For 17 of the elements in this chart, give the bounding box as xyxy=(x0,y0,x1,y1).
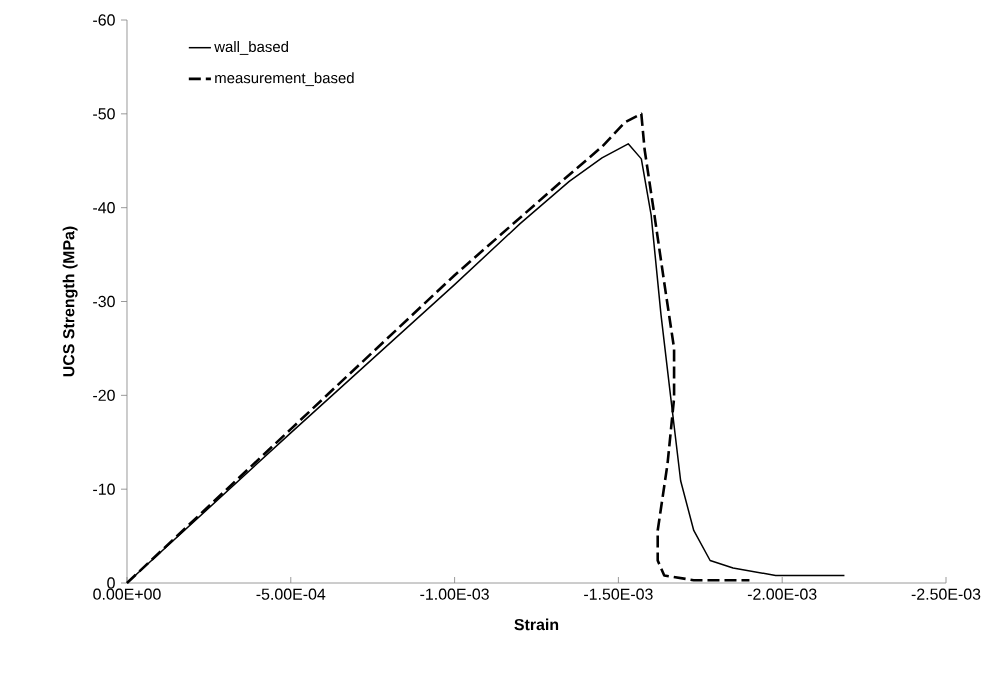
y-tick-label: -20 xyxy=(93,389,115,401)
y-tick-label: -50 xyxy=(93,108,115,120)
y-tick-label: -60 xyxy=(93,14,115,26)
x-axis-title: Strain xyxy=(514,618,559,631)
y-tick-label: -30 xyxy=(93,295,115,308)
x-tick-label: 0.00E+00 xyxy=(93,588,161,600)
x-tick-label: -5.00E-04 xyxy=(256,588,326,600)
legend-label: wall_based xyxy=(214,41,288,55)
x-tick-label: -1.00E-03 xyxy=(420,588,489,600)
y-tick-label: 0 xyxy=(107,577,115,589)
legend-label: measurement_based xyxy=(215,72,354,87)
y-tick-label: -40 xyxy=(93,202,115,214)
x-tick-label: -2.00E-03 xyxy=(747,588,817,600)
x-tick-label: -1.50E-03 xyxy=(584,588,653,600)
x-tick-label: -2.50E-03 xyxy=(911,588,981,600)
y-axis-title: UCS Strength (MPa) xyxy=(62,226,78,377)
y-tick-label: -10 xyxy=(93,483,115,495)
